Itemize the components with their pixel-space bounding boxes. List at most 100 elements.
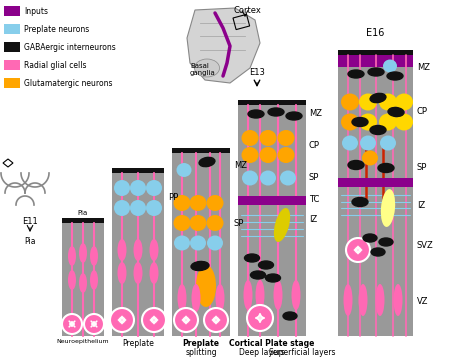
Ellipse shape bbox=[190, 195, 207, 211]
Text: Preplate: Preplate bbox=[122, 339, 154, 348]
Ellipse shape bbox=[114, 200, 130, 216]
Ellipse shape bbox=[273, 280, 283, 310]
Text: SVZ: SVZ bbox=[417, 240, 434, 249]
Ellipse shape bbox=[341, 113, 359, 130]
Bar bbox=[233, 14, 250, 30]
Text: Deep layers: Deep layers bbox=[239, 348, 285, 357]
Ellipse shape bbox=[114, 180, 130, 196]
Ellipse shape bbox=[362, 151, 378, 165]
Ellipse shape bbox=[130, 180, 146, 196]
Ellipse shape bbox=[149, 262, 158, 284]
Text: E11: E11 bbox=[22, 217, 38, 226]
Ellipse shape bbox=[259, 147, 276, 163]
Text: Cortical Plate stage: Cortical Plate stage bbox=[229, 339, 315, 348]
Ellipse shape bbox=[146, 180, 162, 196]
Polygon shape bbox=[187, 8, 260, 83]
Ellipse shape bbox=[68, 270, 76, 290]
Ellipse shape bbox=[395, 93, 413, 110]
Text: Pia: Pia bbox=[24, 237, 36, 246]
Ellipse shape bbox=[370, 93, 386, 103]
Ellipse shape bbox=[250, 271, 265, 279]
Text: MZ: MZ bbox=[309, 109, 322, 117]
Circle shape bbox=[110, 308, 134, 332]
Text: E13: E13 bbox=[249, 68, 265, 77]
Text: GABAergic interneurons: GABAergic interneurons bbox=[24, 43, 116, 52]
Bar bbox=[4, 24, 20, 34]
Ellipse shape bbox=[244, 280, 253, 310]
Text: SP: SP bbox=[234, 218, 245, 227]
Ellipse shape bbox=[378, 164, 394, 173]
Circle shape bbox=[204, 308, 228, 332]
Bar bbox=[338, 55, 413, 67]
Ellipse shape bbox=[207, 195, 224, 211]
Ellipse shape bbox=[344, 284, 353, 316]
Ellipse shape bbox=[277, 147, 294, 163]
Ellipse shape bbox=[149, 239, 158, 261]
Ellipse shape bbox=[379, 238, 393, 246]
Circle shape bbox=[247, 305, 273, 331]
Text: Preplate neurons: Preplate neurons bbox=[24, 25, 89, 34]
Ellipse shape bbox=[395, 113, 413, 130]
Circle shape bbox=[142, 308, 166, 332]
Text: MZ: MZ bbox=[417, 64, 430, 73]
Ellipse shape bbox=[379, 113, 397, 130]
Bar bbox=[338, 50, 413, 336]
Bar bbox=[62, 218, 104, 223]
Ellipse shape bbox=[370, 126, 386, 135]
Ellipse shape bbox=[359, 113, 377, 130]
Bar bbox=[4, 6, 20, 16]
Text: VZ: VZ bbox=[417, 297, 428, 306]
Ellipse shape bbox=[260, 170, 276, 186]
Ellipse shape bbox=[207, 235, 223, 251]
Text: Preplate: Preplate bbox=[182, 339, 219, 348]
Ellipse shape bbox=[216, 284, 225, 312]
Ellipse shape bbox=[388, 108, 404, 117]
Ellipse shape bbox=[68, 246, 76, 266]
Ellipse shape bbox=[146, 200, 162, 216]
Ellipse shape bbox=[348, 70, 364, 78]
Ellipse shape bbox=[79, 243, 87, 263]
Ellipse shape bbox=[177, 284, 186, 312]
Text: PP: PP bbox=[168, 193, 178, 203]
Ellipse shape bbox=[245, 254, 259, 262]
Ellipse shape bbox=[241, 147, 258, 163]
Bar bbox=[238, 196, 306, 205]
Text: TC: TC bbox=[309, 196, 319, 204]
Text: Superficial layers: Superficial layers bbox=[269, 348, 335, 357]
Ellipse shape bbox=[176, 163, 191, 177]
Text: IZ: IZ bbox=[417, 200, 425, 209]
Ellipse shape bbox=[191, 261, 209, 270]
Text: Neuroepithelium: Neuroepithelium bbox=[57, 339, 109, 344]
Text: IZ: IZ bbox=[309, 216, 317, 225]
Ellipse shape bbox=[277, 130, 294, 146]
Ellipse shape bbox=[79, 273, 87, 293]
Bar bbox=[112, 168, 164, 173]
Ellipse shape bbox=[360, 135, 376, 151]
Text: E16: E16 bbox=[366, 28, 384, 38]
Text: Cortex: Cortex bbox=[233, 6, 261, 15]
Ellipse shape bbox=[90, 270, 98, 290]
Bar bbox=[62, 218, 104, 336]
Circle shape bbox=[84, 314, 104, 334]
Bar bbox=[4, 78, 20, 88]
Ellipse shape bbox=[259, 130, 276, 146]
Bar bbox=[338, 178, 413, 187]
Text: Radial glial cells: Radial glial cells bbox=[24, 61, 86, 70]
Ellipse shape bbox=[174, 235, 190, 251]
Ellipse shape bbox=[134, 239, 143, 261]
Ellipse shape bbox=[387, 72, 403, 80]
Ellipse shape bbox=[286, 112, 302, 120]
Ellipse shape bbox=[393, 284, 402, 316]
Circle shape bbox=[346, 238, 370, 262]
Ellipse shape bbox=[190, 235, 206, 251]
Ellipse shape bbox=[242, 170, 258, 186]
Text: SP: SP bbox=[309, 174, 319, 183]
Ellipse shape bbox=[191, 284, 201, 312]
Ellipse shape bbox=[241, 130, 258, 146]
Ellipse shape bbox=[199, 157, 215, 167]
Text: splitting: splitting bbox=[185, 348, 217, 357]
Ellipse shape bbox=[381, 189, 395, 227]
Ellipse shape bbox=[194, 59, 219, 77]
Text: Inputs: Inputs bbox=[24, 7, 48, 16]
Text: Basal
ganglia: Basal ganglia bbox=[190, 64, 216, 77]
